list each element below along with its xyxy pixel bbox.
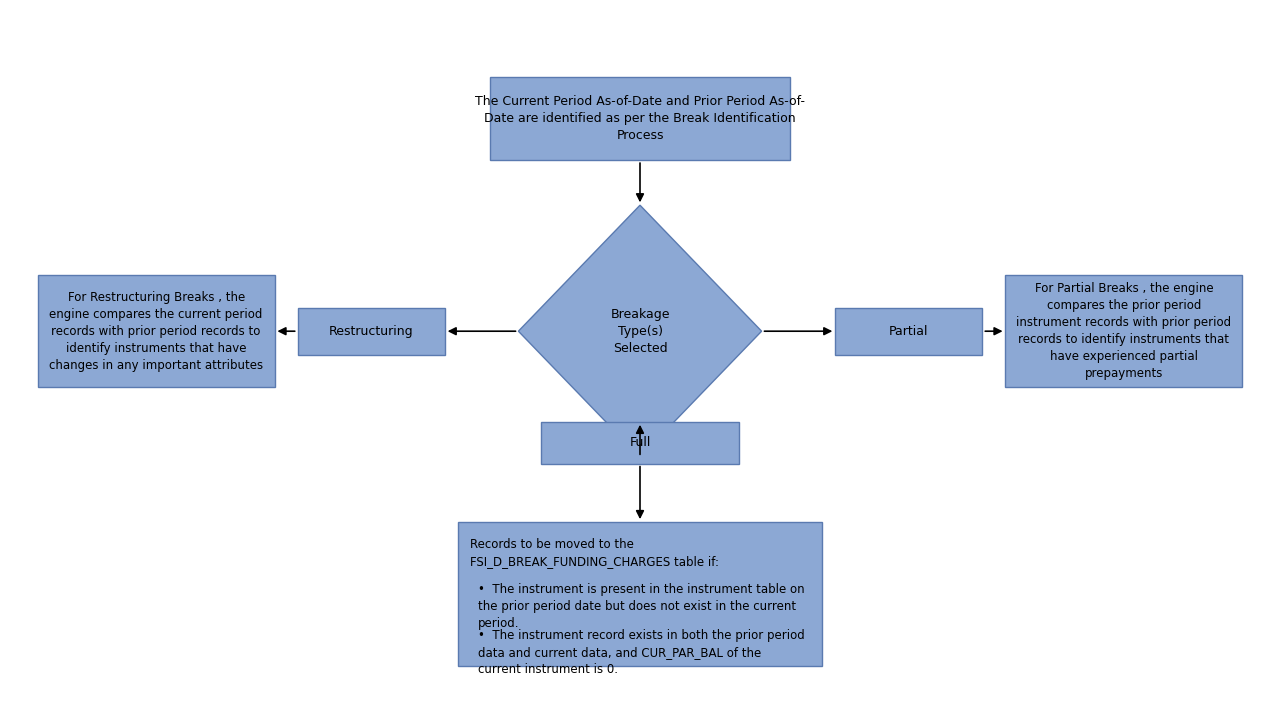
- FancyBboxPatch shape: [835, 308, 983, 354]
- Polygon shape: [518, 205, 762, 457]
- FancyBboxPatch shape: [38, 275, 275, 387]
- Text: Restructuring: Restructuring: [329, 325, 413, 338]
- FancyBboxPatch shape: [490, 77, 790, 161]
- Text: Full: Full: [630, 436, 650, 449]
- Text: Breakage
Type(s)
Selected: Breakage Type(s) Selected: [611, 307, 669, 355]
- FancyBboxPatch shape: [297, 308, 445, 354]
- Text: For Restructuring Breaks , the
engine compares the current period
records with p: For Restructuring Breaks , the engine co…: [49, 291, 264, 372]
- Text: •  The instrument is present in the instrument table on
the prior period date bu: • The instrument is present in the instr…: [479, 583, 805, 630]
- FancyBboxPatch shape: [458, 522, 823, 666]
- Text: For Partial Breaks , the engine
compares the prior period
instrument records wit: For Partial Breaks , the engine compares…: [1016, 282, 1231, 380]
- Text: Records to be moved to the
FSI_D_BREAK_FUNDING_CHARGES table if:: Records to be moved to the FSI_D_BREAK_F…: [471, 538, 719, 568]
- FancyBboxPatch shape: [1006, 275, 1242, 387]
- FancyBboxPatch shape: [540, 422, 740, 464]
- Text: •  The instrument record exists in both the prior period
data and current data, : • The instrument record exists in both t…: [479, 629, 805, 675]
- Text: The Current Period As-of-Date and Prior Period As-of-
Date are identified as per: The Current Period As-of-Date and Prior …: [475, 95, 805, 143]
- Text: Partial: Partial: [890, 325, 928, 338]
